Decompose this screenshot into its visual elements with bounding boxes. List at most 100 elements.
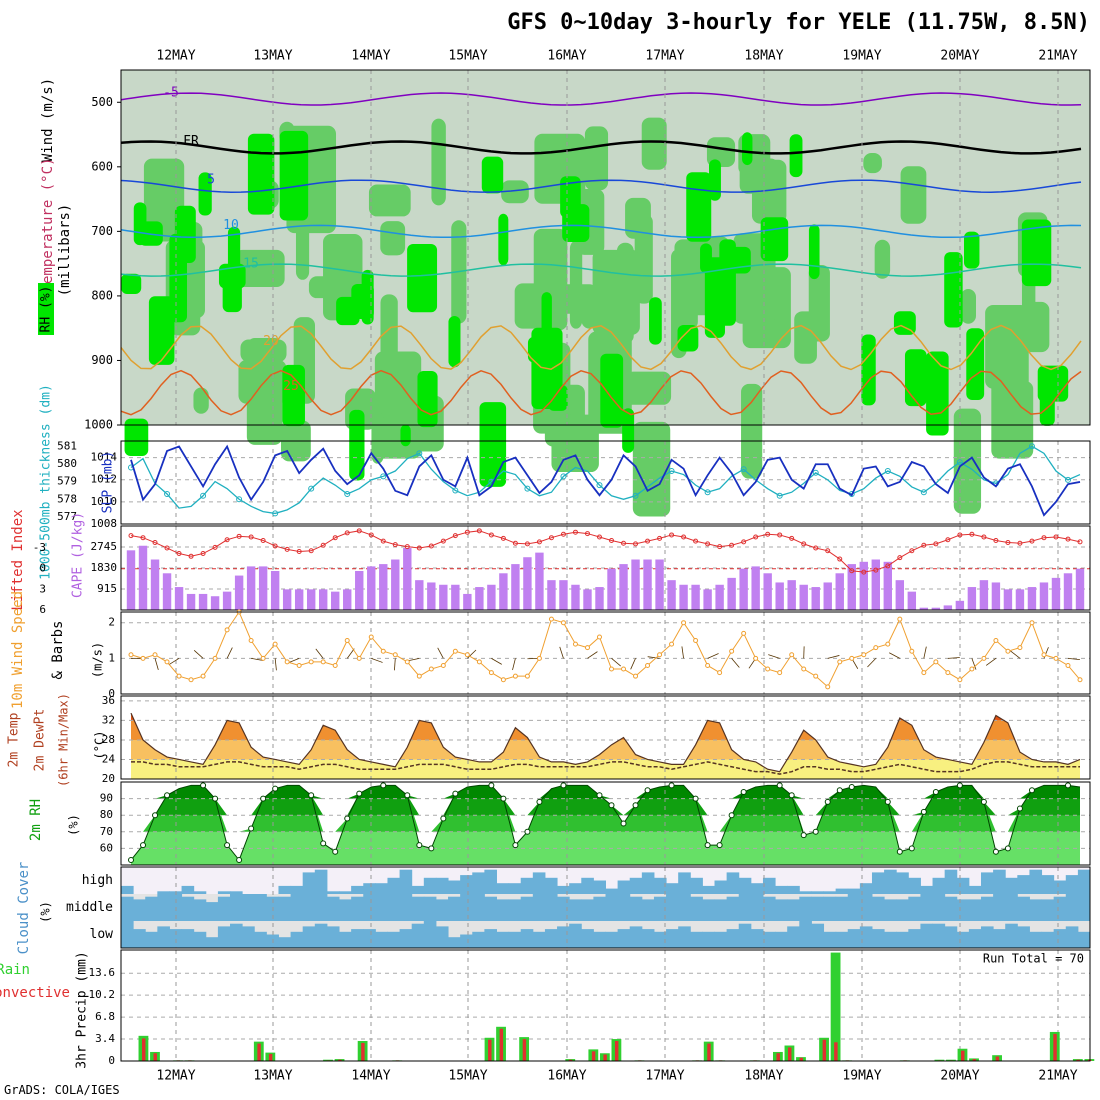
thickness-point: [200, 492, 207, 499]
cape-tick-label: 2745: [91, 540, 118, 553]
cape-bar: [246, 566, 256, 610]
cloud-bar: [544, 877, 558, 894]
thickness-tick-label: 579: [57, 475, 77, 488]
cloud-bar: [181, 896, 195, 921]
wind-speed-point: [741, 630, 747, 636]
precip-conv-bar: [153, 1053, 157, 1061]
wind-barb: [287, 657, 300, 664]
lifted-index-point: [332, 535, 338, 541]
cape-bar: [847, 564, 856, 610]
thickness-point: [956, 459, 963, 466]
cape-bar: [499, 573, 508, 610]
bottom-day-label: 19MAY: [842, 1069, 881, 1084]
rh2m-axis-label: 2m RH: [28, 799, 44, 841]
lifted-index-point: [452, 533, 458, 539]
pressure-tick-label: 800: [91, 288, 113, 302]
lifted-index-point: [248, 534, 254, 540]
credit-label: GrADS: COLA/IGES: [4, 1083, 120, 1097]
wind-speed-point: [284, 659, 290, 665]
lifted-index-point: [693, 538, 699, 544]
cloud-bar: [399, 894, 413, 921]
precip-conv-bar: [995, 1056, 1000, 1061]
cloud-bar: [581, 877, 594, 894]
cloud-bar: [508, 931, 522, 948]
wind-speed-point: [717, 670, 723, 676]
cloud-bar: [702, 899, 716, 921]
wind-speed-point: [332, 662, 338, 668]
cloud-bar: [968, 885, 982, 894]
top-day-label: 21MAY: [1038, 49, 1077, 64]
cloud-bar: [629, 926, 643, 948]
cloud-bar: [520, 877, 534, 894]
precip-tick-label: 0: [108, 1054, 115, 1067]
wind-speed-point: [765, 666, 771, 672]
wind-barb: [923, 646, 927, 659]
precip-conv-bar: [257, 1043, 261, 1061]
cloud-bar: [690, 896, 703, 921]
cloud-bar: [557, 926, 570, 948]
top-day-label: 13MAY: [253, 49, 292, 64]
cloud-bar: [411, 896, 425, 921]
rh-moist-patch: [562, 204, 590, 243]
cloud-bar: [1005, 923, 1018, 948]
contour-label: 5: [207, 173, 215, 188]
cloud-bar: [714, 931, 728, 948]
cape-bar: [1039, 582, 1049, 610]
thickness-point: [452, 487, 459, 494]
temp-axis-label: 2m Temp: [7, 712, 22, 767]
lifted-index-point: [500, 535, 506, 541]
cloud-bar: [339, 931, 352, 948]
lifted-index-point: [921, 542, 927, 548]
cape-bar: [234, 575, 244, 610]
rh-mid-patch: [193, 387, 209, 414]
temp-tick-label: 24: [102, 752, 116, 765]
rh-moist-patch: [742, 132, 753, 166]
lifted-index-point: [524, 541, 530, 547]
rh-moist-patch: [622, 408, 635, 453]
cloud-bar: [326, 926, 340, 948]
cape-bar: [835, 573, 844, 610]
wind-speed-point: [488, 670, 494, 676]
wind-barb: [467, 649, 477, 659]
cape-bar: [367, 566, 376, 610]
slp-axis-label: SLP (mb): [101, 451, 116, 514]
rh-moist-patch: [1039, 393, 1055, 426]
cape-bar: [655, 559, 664, 610]
cloud-bar: [775, 885, 788, 894]
rh-mid-patch: [641, 117, 667, 170]
bottom-day-label: 14MAY: [351, 1069, 390, 1084]
cloud-bar: [472, 894, 485, 921]
cloud-bar: [896, 899, 909, 921]
temp-tick-label: 36: [102, 694, 115, 707]
temp-tick-label: 28: [102, 733, 115, 746]
dewpt-axis-label: 2m DewPt: [33, 709, 48, 772]
run-total-label: Run Total = 70: [983, 952, 1084, 966]
cloud-bar: [1053, 929, 1067, 948]
cape-bar: [343, 589, 352, 610]
cloud-bar: [617, 880, 631, 894]
lifted-index-point: [993, 537, 999, 543]
cape-bar: [787, 580, 796, 610]
cloud-bar: [920, 923, 934, 948]
rh-mid-patch: [380, 294, 398, 379]
precip-conv-bar: [361, 1042, 365, 1061]
cloud-bar: [920, 885, 934, 894]
stability-frame: [120, 525, 1091, 611]
cape-bar: [811, 587, 820, 610]
rh-moist-patch: [279, 130, 309, 221]
cloud-bar: [230, 894, 243, 921]
wind-tick-label: 1: [108, 651, 115, 664]
bottom-day-label: 18MAY: [744, 1069, 783, 1084]
upper-air-frame: [120, 69, 1091, 426]
lifted-index-point: [801, 541, 807, 547]
temp-contour: [120, 179, 1082, 193]
temp-frame: [120, 695, 1091, 780]
wind-speed-point: [380, 648, 386, 654]
rh-tick-label: 70: [100, 825, 113, 838]
rh-point: [908, 845, 915, 852]
temp-fill-band: [131, 720, 1015, 740]
wind-speed-point: [344, 638, 350, 644]
rh-point: [884, 798, 891, 805]
wind-speed-point: [633, 673, 639, 679]
wind-speed-point: [464, 652, 470, 658]
